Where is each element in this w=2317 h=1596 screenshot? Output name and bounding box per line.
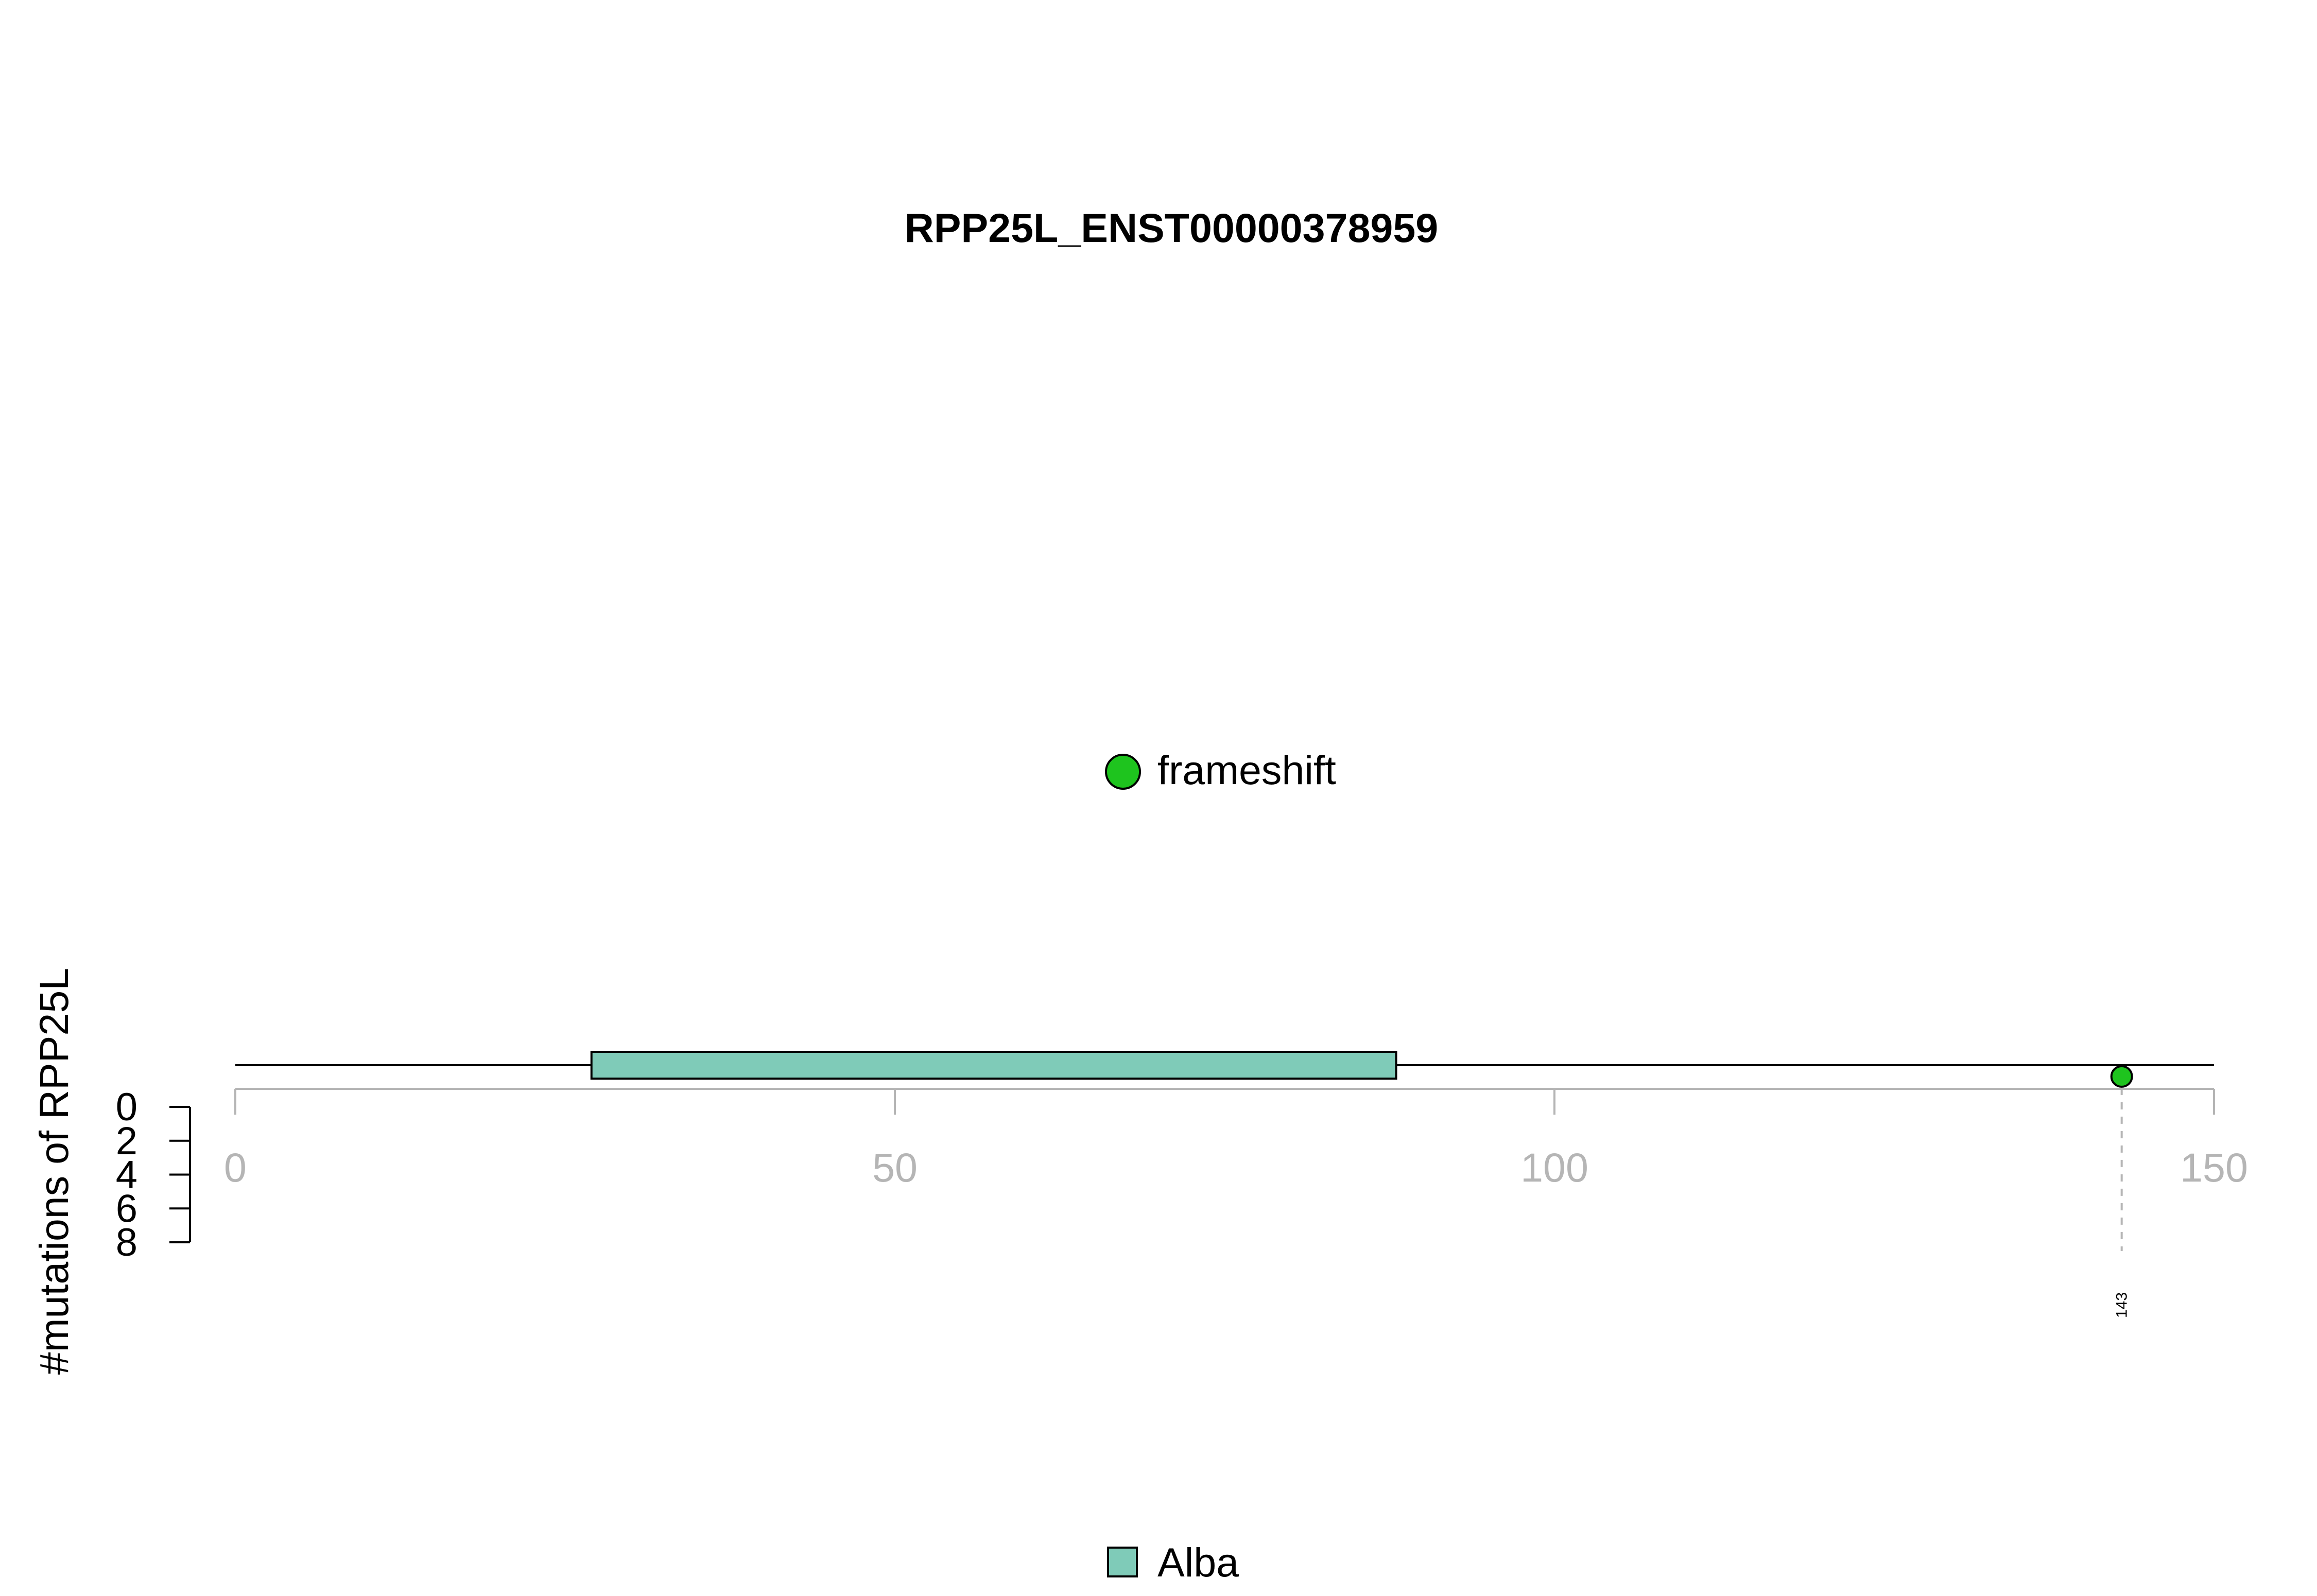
chart-title: RPP25L_ENST00000378959 [905, 205, 1439, 251]
alba-legend-swatch [1107, 1547, 1138, 1577]
domain-alba [590, 1051, 1397, 1080]
x-tick-label-0: 0 [224, 1144, 247, 1190]
x-axis: 0 50 100 150 [224, 1088, 2248, 1190]
mutations: 143 [2110, 1065, 2133, 1318]
mutation-label-143: 143 [2114, 1292, 2131, 1318]
y-axis-label: #mutations of RPP25L [31, 968, 77, 1375]
mutation-head-143 [2110, 1065, 2133, 1088]
y-tick-label-4: 4 [116, 1153, 137, 1197]
mutation-legend: frameshift [1105, 747, 1336, 793]
frameshift-legend-marker [1105, 754, 1141, 790]
domain-legend: Alba [1107, 1539, 1239, 1585]
y-tick-label-6: 6 [116, 1187, 137, 1230]
alba-legend-label: Alba [1157, 1539, 1239, 1585]
x-tick-label-50: 50 [872, 1144, 918, 1190]
domains [590, 1051, 1397, 1080]
frameshift-legend-label: frameshift [1157, 747, 1336, 793]
y-tick-label-8: 8 [116, 1221, 137, 1264]
x-tick-label-100: 100 [1520, 1144, 1588, 1190]
y-tick-label-2: 2 [116, 1119, 137, 1163]
y-tick-label-0: 0 [116, 1085, 137, 1129]
x-tick-label-150: 150 [2180, 1144, 2248, 1190]
